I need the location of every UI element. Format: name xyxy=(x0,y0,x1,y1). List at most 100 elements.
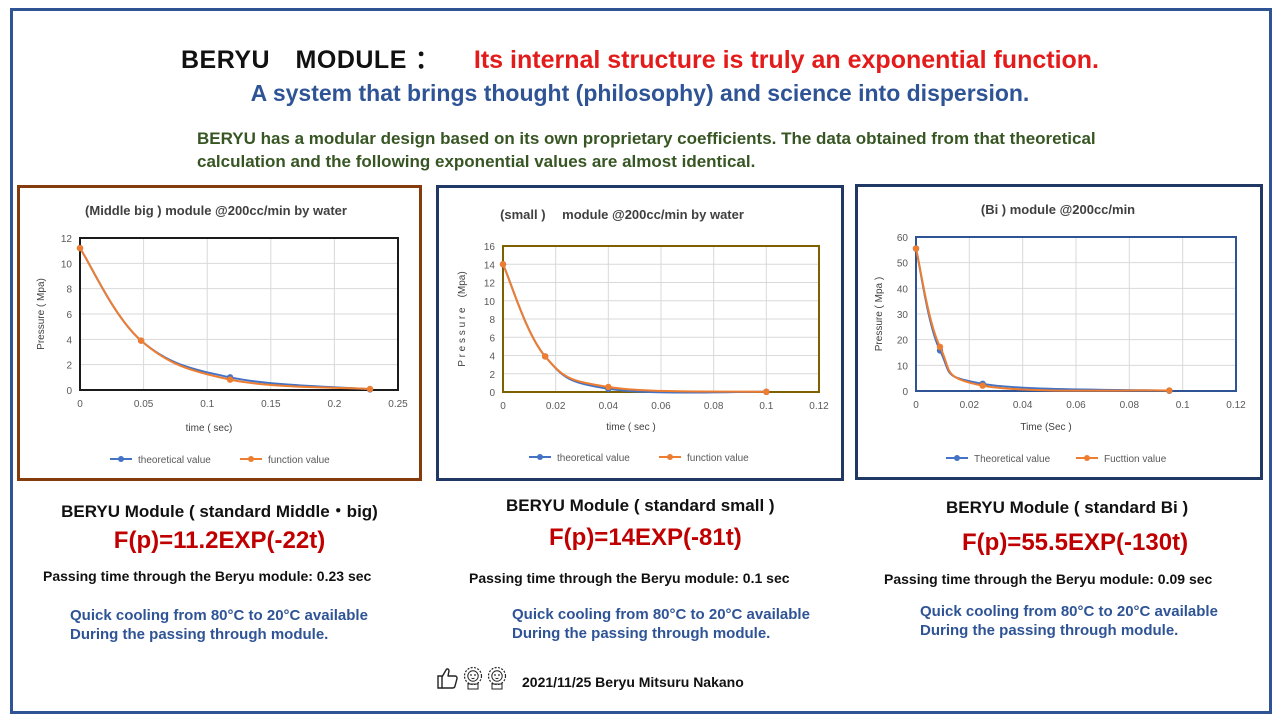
y-tick-label: 20 xyxy=(897,336,909,347)
x-tick-label: 0.15 xyxy=(261,399,281,410)
legend-marker xyxy=(537,454,543,460)
lion-mascot-icon xyxy=(487,666,507,690)
x-tick-label: 0.1 xyxy=(759,401,773,412)
cooling-line-2: During the passing through module. xyxy=(70,626,329,643)
legend-label: function value xyxy=(687,453,749,464)
chart-panel-small: (small ) module @200cc/min by water 0 2 4 6 8… xyxy=(436,185,844,481)
data-point xyxy=(979,382,986,389)
y-axis-label: Pressure ( Mpa ) xyxy=(874,277,885,351)
legend-marker xyxy=(1084,455,1090,461)
cooling-line-2: During the passing through module. xyxy=(512,625,771,642)
legend-label: function value xyxy=(268,455,330,466)
page-subtitle: A system that brings thought (philosophy… xyxy=(250,80,1030,106)
legend-marker xyxy=(118,456,124,462)
cooling-note-middle-big: Quick cooling from 80°C to 20°C availabl… xyxy=(70,606,368,644)
series-line xyxy=(502,263,767,393)
x-tick-label: 0.04 xyxy=(1013,400,1033,411)
chart-title: (small ) module @200cc/min by water xyxy=(500,207,744,222)
series-line xyxy=(79,247,371,390)
y-tick-label: 12 xyxy=(61,234,73,245)
x-tick-label: 0.1 xyxy=(1176,400,1190,411)
series-line xyxy=(915,248,1170,392)
x-tick-label: 0 xyxy=(913,400,919,411)
formula-middle-big: F(p)=11.2EXP(-22t) xyxy=(113,527,326,554)
x-tick-label: 0.12 xyxy=(809,401,829,412)
y-tick-label: 0 xyxy=(489,388,495,399)
x-tick-label: 0.02 xyxy=(960,400,980,411)
x-axis-label: Time (Sec ) xyxy=(1020,422,1071,433)
cooling-line-2: During the passing through module. xyxy=(920,622,1179,639)
description-text: BERYU has a modular design based on its … xyxy=(197,129,1096,171)
y-tick-label: 4 xyxy=(66,335,72,346)
data-point xyxy=(763,388,770,396)
data-point xyxy=(137,337,145,344)
chart-bi: (Bi ) module @200cc/min 0 10 20 30 40 50 60 0 0.0… xyxy=(874,202,1246,465)
title-main: BERYU MODULE xyxy=(180,46,407,74)
y-tick-label: 16 xyxy=(484,242,496,253)
legend-label: theoretical value xyxy=(138,455,211,466)
legend-label: Theoretical value xyxy=(974,454,1051,465)
y-axis-label: P r e s s u r e (Mpa) xyxy=(457,271,468,366)
x-tick-label: 0 xyxy=(500,401,506,412)
slide-frame xyxy=(10,8,1272,714)
y-tick-label: 50 xyxy=(897,259,909,270)
cooling-line-1: Quick cooling from 80°C to 20°C availabl… xyxy=(512,606,810,623)
cooling-note-bi: Quick cooling from 80°C to 20°C availabl… xyxy=(920,602,1218,640)
cooling-note-small: Quick cooling from 80°C to 20°C availabl… xyxy=(512,605,810,643)
footer-date-author: 2021/11/25 Beryu Mitsuru Nakano xyxy=(522,674,744,690)
formula-bi: F(p)=55.5EXP(-130t) xyxy=(962,529,1189,556)
page-title: BERYU MODULE： Its internal structure is t… xyxy=(0,40,1280,76)
data-point xyxy=(541,353,549,360)
footer: 2021/11/25 Beryu Mitsuru Nakano xyxy=(436,666,744,690)
x-tick-label: 0 xyxy=(77,399,83,410)
footer-icons xyxy=(436,666,510,690)
data-point xyxy=(936,343,944,351)
x-tick-label: 0.12 xyxy=(1226,400,1246,411)
x-tick-label: 0.02 xyxy=(546,401,566,412)
y-tick-label: 10 xyxy=(897,361,909,372)
chart-title: (Middle big ) module @200cc/min by water xyxy=(85,203,347,218)
x-tick-label: 0.06 xyxy=(1066,400,1086,411)
x-tick-label: 0.08 xyxy=(704,401,724,412)
y-tick-label: 60 xyxy=(897,233,909,244)
series-line xyxy=(79,247,371,391)
data-point xyxy=(605,383,612,391)
y-tick-label: 2 xyxy=(66,361,72,372)
module-title-bi: BERYU Module ( standard Bi ) xyxy=(946,498,1189,517)
x-tick-label: 0.1 xyxy=(200,399,214,410)
x-tick-label: 0.04 xyxy=(599,401,619,412)
y-tick-label: 8 xyxy=(66,285,72,296)
module-title-middle-big: BERYU Module ( standard Middle・big) xyxy=(61,502,378,521)
title-tagline: Its internal structure is truly an expon… xyxy=(473,46,1100,74)
data-point xyxy=(76,244,84,252)
x-axis-label: time ( sec) xyxy=(186,423,233,434)
module-title-small: BERYU Module ( standard small ) xyxy=(506,496,775,515)
y-tick-label: 14 xyxy=(484,260,496,271)
legend-marker xyxy=(667,454,673,460)
data-point xyxy=(912,245,920,252)
series-line xyxy=(915,248,1170,392)
data-point xyxy=(366,385,374,393)
data-point xyxy=(1166,387,1173,394)
y-tick-label: 12 xyxy=(484,279,496,290)
x-tick-label: 0.2 xyxy=(327,399,341,410)
x-axis-label: time ( sec ) xyxy=(606,422,655,433)
y-tick-label: 2 xyxy=(489,370,495,381)
x-tick-label: 0.06 xyxy=(651,401,671,412)
y-tick-label: 8 xyxy=(489,315,495,326)
formula-small: F(p)=14EXP(-81t) xyxy=(549,524,742,551)
data-point xyxy=(226,376,234,383)
passing-time-bi: Passing time through the Beryu module: 0… xyxy=(884,571,1213,587)
title-separator: ： xyxy=(414,46,440,74)
legend-marker xyxy=(248,456,254,462)
y-tick-label: 0 xyxy=(902,387,908,398)
chart-middle-big: (Middle big ) module @200cc/min by water… xyxy=(36,203,408,466)
passing-time-middle-big: Passing time through the Beryu module: 0… xyxy=(43,568,372,584)
y-tick-label: 10 xyxy=(61,259,73,270)
y-tick-label: 0 xyxy=(66,386,72,397)
legend-label: theoretical value xyxy=(557,453,630,464)
chart-panel-middle-big: (Middle big ) module @200cc/min by water… xyxy=(17,185,422,481)
x-tick-label: 0.05 xyxy=(134,399,154,410)
thumbs-up-icon xyxy=(437,668,458,689)
y-tick-label: 4 xyxy=(489,352,495,363)
